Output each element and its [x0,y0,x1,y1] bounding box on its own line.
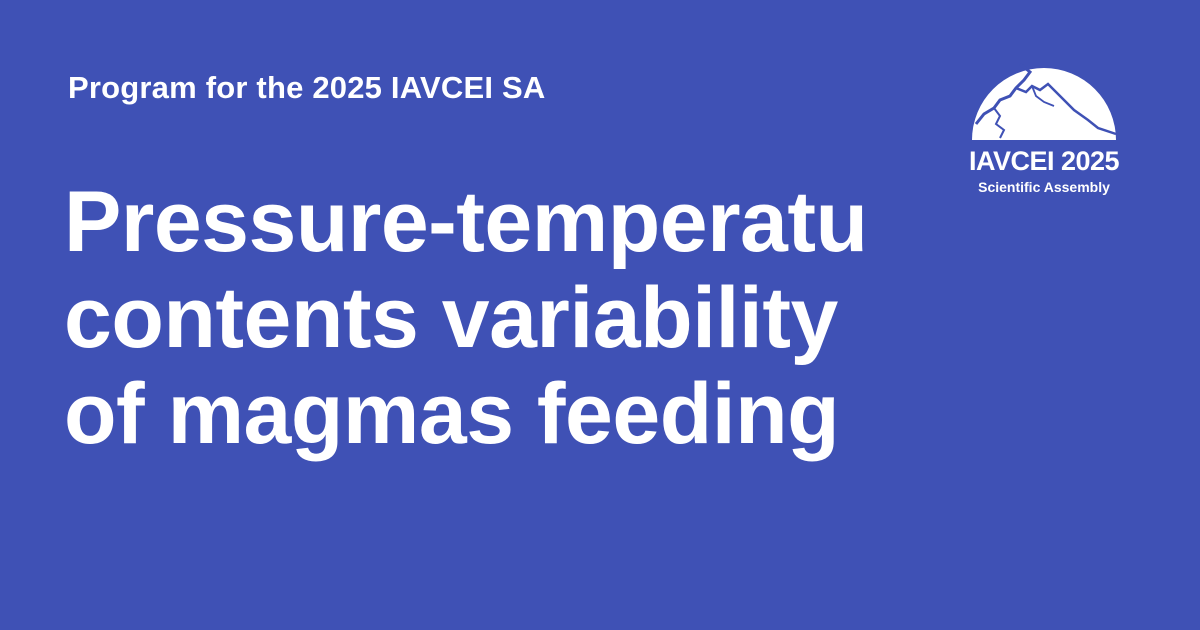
program-subtitle: Program for the 2025 IAVCEI SA [68,70,546,105]
title-line-3: of magmas feeding [64,366,840,462]
iavcei-logo: IAVCEI 2025 Scientific Assembly [966,58,1122,208]
logo-title: IAVCEI 2025 [968,146,1120,176]
title-line-1: Pressure-temperatu [64,174,868,270]
title-line-2: contents variability [64,270,838,366]
abstract-title: Pressure-temperatu contents variability … [64,174,896,462]
logo-subtitle: Scientific Assembly [978,179,1110,195]
volcano-mountain-icon [972,62,1117,140]
